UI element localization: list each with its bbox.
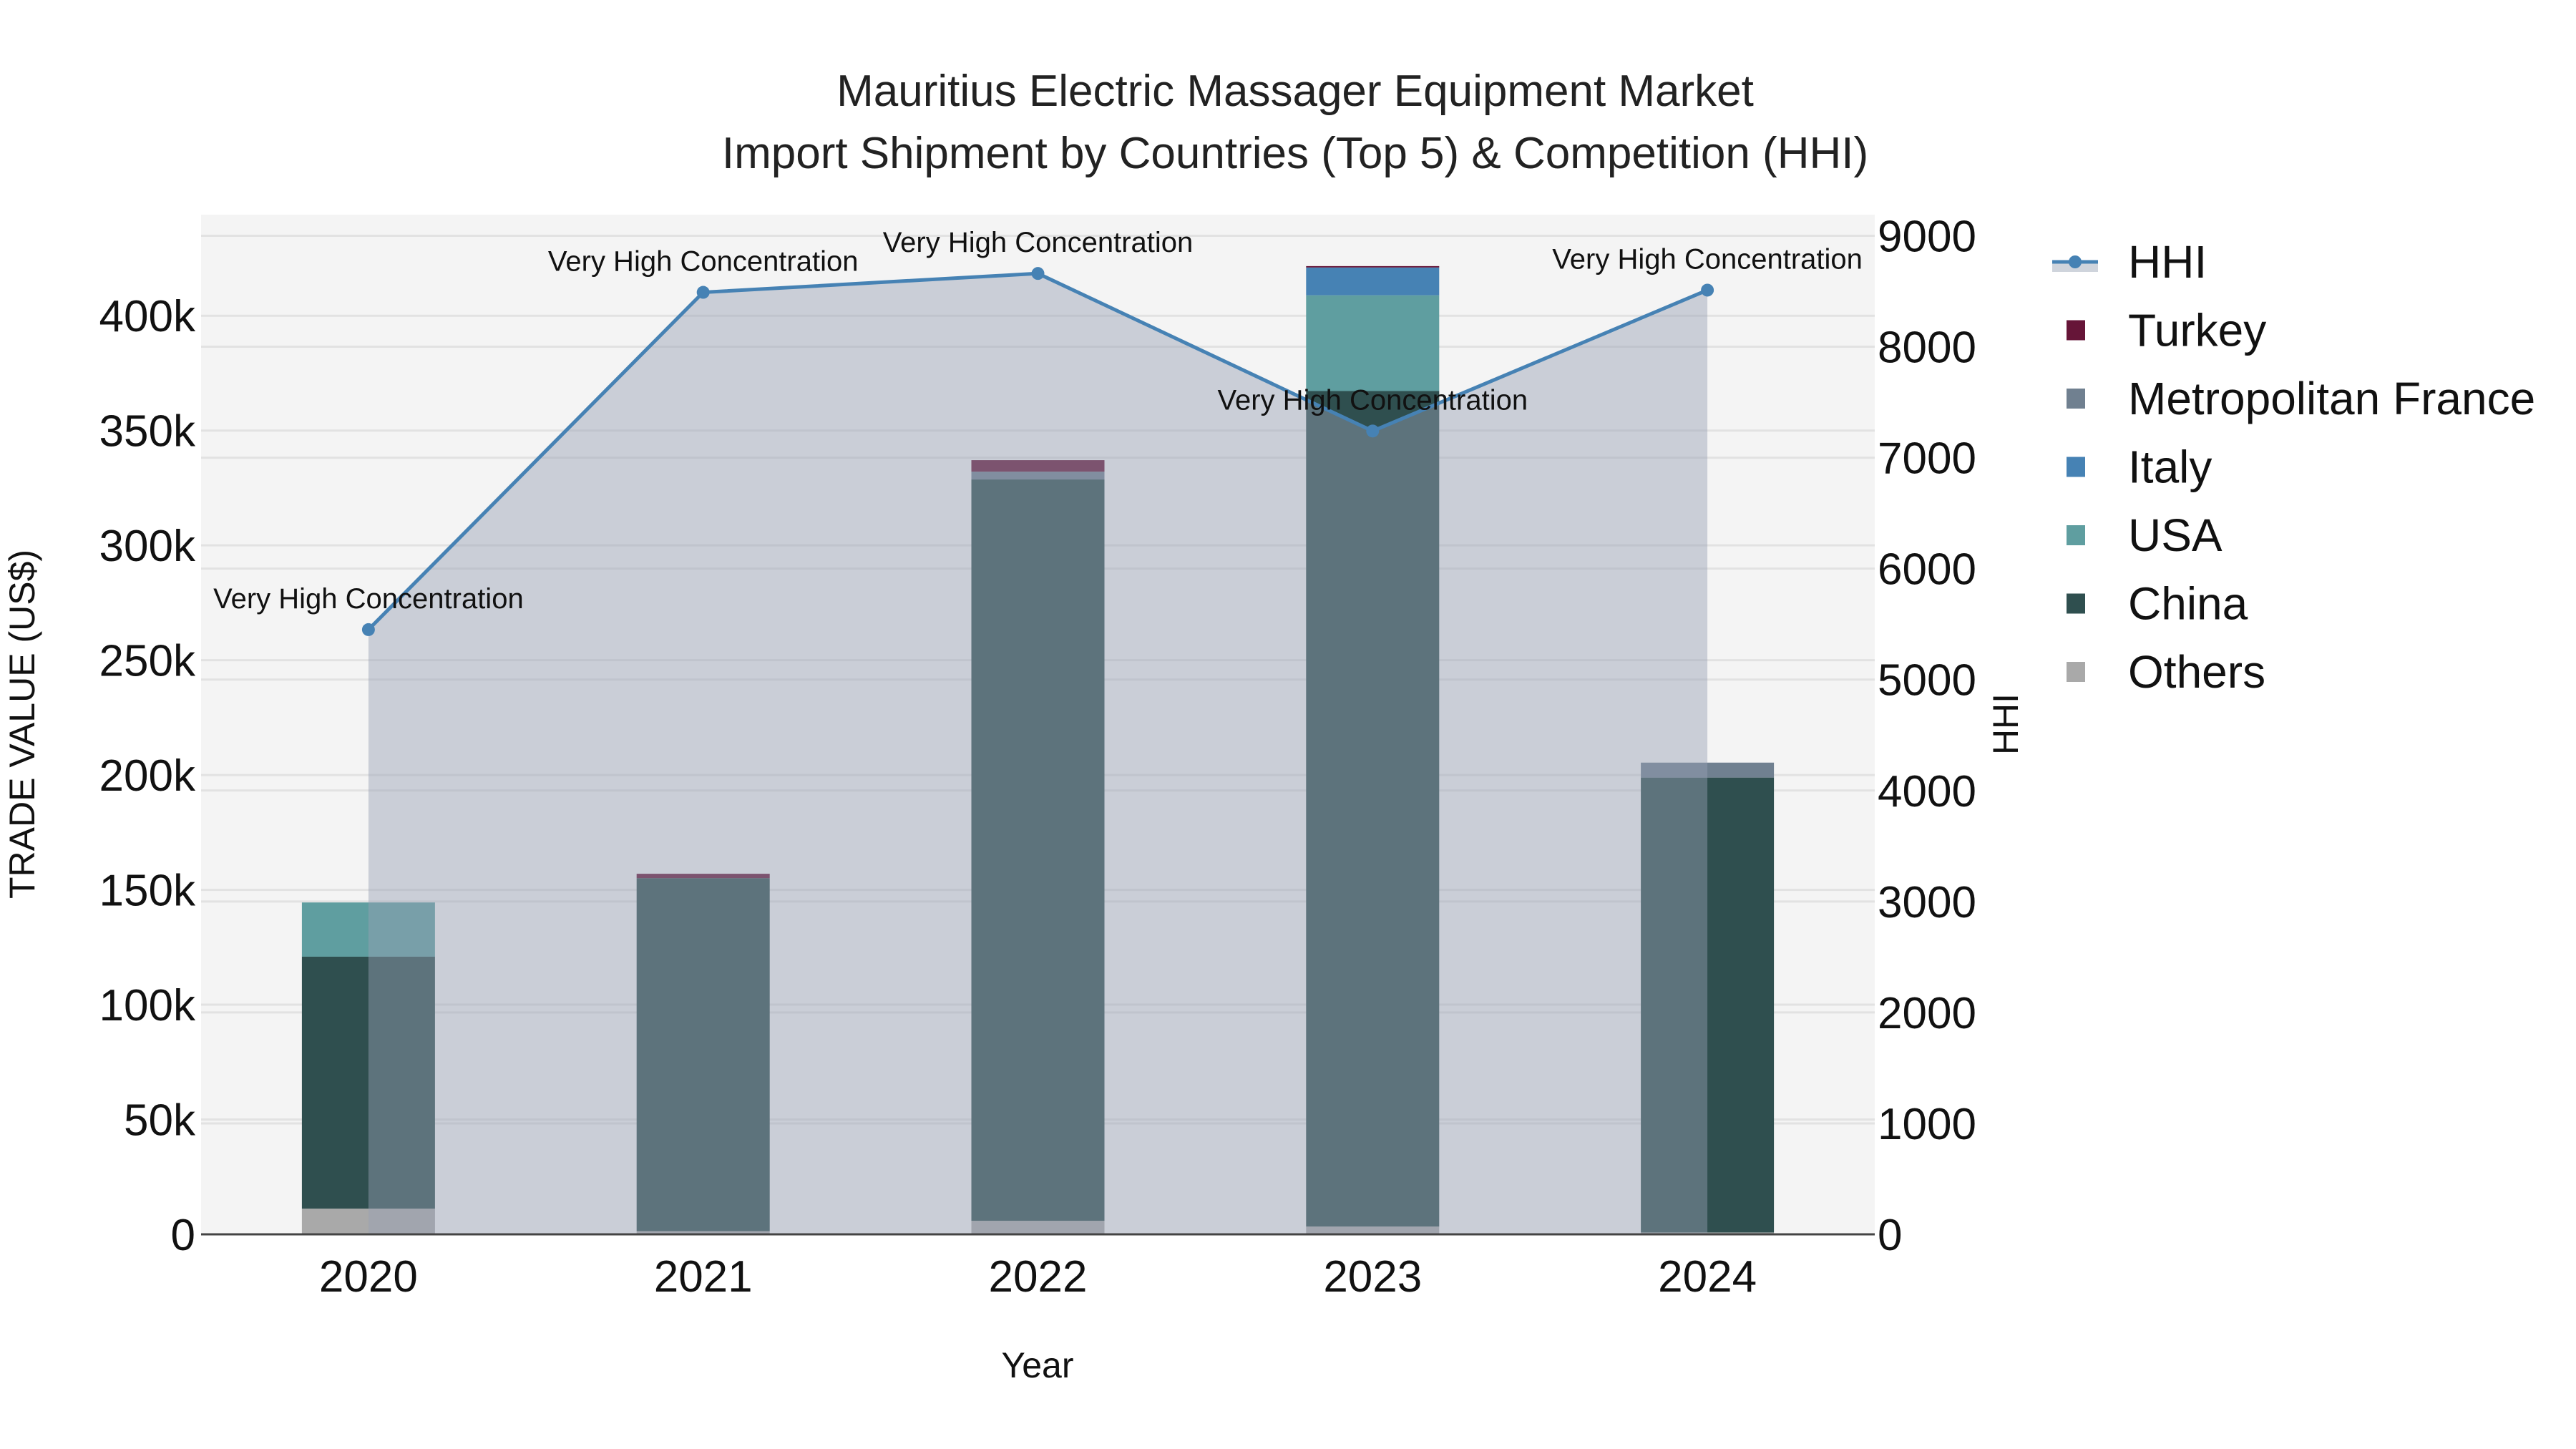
y2-tick-label: 1000	[1878, 1100, 1976, 1149]
y2-tick-label: 4000	[1878, 767, 1976, 816]
bar-segment-china[interactable]	[971, 479, 1105, 1221]
y-tick-label: 350k	[99, 407, 196, 457]
hhi-line	[361, 267, 1714, 636]
hhi-annotation: Very High Concentration	[548, 246, 859, 278]
y-tick-label: 300k	[99, 522, 196, 571]
legend-swatch	[2067, 525, 2085, 545]
y-tick-label: 0	[171, 1211, 195, 1260]
bar-segment-china[interactable]	[636, 878, 770, 1231]
y2-axis-ticks: 0 1000 2000 3000 4000 5000 6000 7000 8000 9000	[1878, 212, 1976, 1260]
y2-tick-label: 2000	[1878, 989, 1976, 1038]
x-tick-label: 2024	[1658, 1252, 1757, 1302]
stacked-bars	[301, 265, 1775, 1234]
bar-segment-others[interactable]	[636, 1231, 770, 1234]
legend-item-usa[interactable]: USA	[2067, 509, 2223, 561]
bar-segment-turkey[interactable]	[636, 874, 770, 879]
legend-label: China	[2128, 578, 2248, 630]
hhi-area	[368, 273, 1708, 1234]
y2-tick-label: 0	[1878, 1211, 1902, 1260]
legend-swatch	[2067, 593, 2085, 614]
legend-swatch	[2067, 662, 2085, 682]
y-tick-label: 250k	[99, 637, 196, 686]
bar-segment-china[interactable]	[301, 956, 435, 1209]
hhi-point[interactable]	[361, 623, 375, 636]
y-tick-label: 100k	[99, 981, 196, 1030]
legend-swatch	[2067, 389, 2085, 409]
y2-axis-title: HHI	[1986, 693, 2026, 755]
y2-tick-label: 6000	[1878, 545, 1976, 595]
legend-label: Others	[2128, 646, 2265, 698]
x-tick-label: 2022	[989, 1252, 1088, 1302]
bar-segment-turkey[interactable]	[971, 460, 1105, 472]
x-tick-label: 2020	[319, 1252, 418, 1302]
hhi-point[interactable]	[1031, 267, 1045, 280]
y2-tick-label: 3000	[1878, 878, 1976, 927]
hhi-point[interactable]	[1366, 424, 1380, 438]
y-tick-label: 150k	[99, 867, 196, 916]
chart-title: Mauritius Electric Massager Equipment Ma…	[722, 67, 1868, 178]
legend-item-italy[interactable]: Italy	[2067, 441, 2212, 493]
y-axis-title: TRADE VALUE (US$)	[2, 550, 42, 899]
chart-title-line1: Mauritius Electric Massager Equipment Ma…	[836, 67, 1754, 116]
legend-item-hhi[interactable]: HHI	[2052, 236, 2207, 288]
y2-tick-label: 9000	[1878, 212, 1976, 261]
legend-item-china[interactable]: China	[2067, 578, 2248, 630]
x-axis-ticks: 2020 2021 2022 2023 2024	[319, 1252, 1757, 1302]
x-tick-label: 2023	[1323, 1252, 1422, 1302]
legend-label: Metropolitan France	[2128, 373, 2535, 424]
bar-segment-others[interactable]	[1306, 1226, 1440, 1234]
legend-label: Italy	[2128, 441, 2212, 493]
y2-tick-label: 7000	[1878, 434, 1976, 484]
x-tick-label: 2021	[654, 1252, 753, 1302]
hhi-annotation: Very High Concentration	[1218, 384, 1528, 416]
marker-icon	[2069, 255, 2082, 268]
hhi-annotation: Very High Concentration	[213, 583, 524, 615]
bar-segment-turkey[interactable]	[1306, 265, 1440, 268]
bar-segment-usa[interactable]	[301, 902, 435, 957]
legend-item-others[interactable]: Others	[2067, 646, 2265, 698]
legend-label: Turkey	[2128, 305, 2266, 356]
legend-label: HHI	[2128, 236, 2207, 288]
bar-segment-others[interactable]	[971, 1221, 1105, 1234]
hhi-point[interactable]	[696, 286, 710, 299]
x-axis-title: Year	[1001, 1345, 1073, 1385]
bar-segment-usa[interactable]	[1306, 295, 1440, 391]
bar-segment-china[interactable]	[1641, 777, 1775, 1233]
y2-tick-label: 5000	[1878, 656, 1976, 706]
hhi-annotation: Very High Concentration	[883, 227, 1194, 258]
hhi-annotations: Very High Concentration Very High Concent…	[213, 227, 1863, 615]
bar-segment-china[interactable]	[1306, 391, 1440, 1227]
bar-segment-metropolitan-france[interactable]	[1641, 762, 1775, 778]
bar-segment-others[interactable]	[301, 1209, 435, 1234]
y-tick-label: 50k	[124, 1096, 196, 1146]
bar-segment-metropolitan-france[interactable]	[971, 472, 1105, 480]
y-tick-label: 400k	[99, 292, 196, 341]
legend-item-metropolitan-france[interactable]: Metropolitan France	[2067, 373, 2535, 424]
y-tick-label: 200k	[99, 751, 196, 801]
chart-title-line2: Import Shipment by Countries (Top 5) & C…	[722, 129, 1868, 178]
hhi-area-fill	[368, 273, 1708, 1234]
bar-segment-italy[interactable]	[1306, 267, 1440, 296]
legend-swatch	[2067, 457, 2085, 477]
y-axis-ticks: 0 50k 100k 150k 200k 250k 300k 350k 400k	[99, 292, 196, 1260]
legend-item-turkey[interactable]: Turkey	[2067, 305, 2266, 356]
hhi-annotation: Very High Concentration	[1552, 243, 1863, 275]
legend-swatch	[2067, 320, 2085, 341]
y2-tick-label: 8000	[1878, 323, 1976, 373]
legend: HHI Turkey Metropolitan France Italy USA Chin…	[2052, 236, 2535, 698]
legend-label: USA	[2128, 509, 2223, 561]
hhi-point[interactable]	[1701, 283, 1714, 297]
